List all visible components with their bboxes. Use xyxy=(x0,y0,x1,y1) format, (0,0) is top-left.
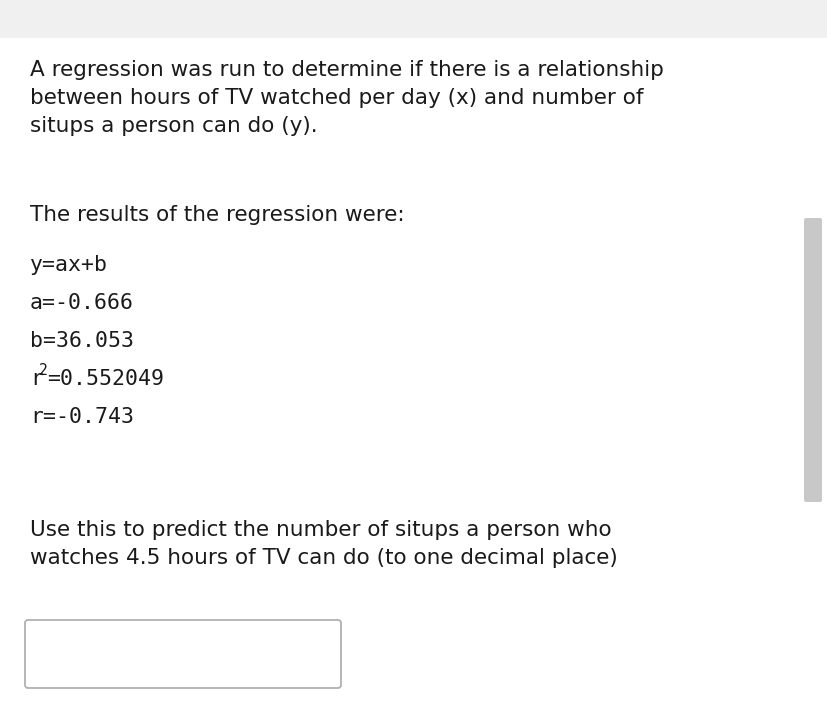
Text: 2: 2 xyxy=(39,363,48,378)
Text: The results of the regression were:: The results of the regression were: xyxy=(30,205,404,225)
Text: r: r xyxy=(30,369,43,389)
Text: a=-0.666: a=-0.666 xyxy=(30,293,134,313)
Text: y=ax+b: y=ax+b xyxy=(30,255,108,275)
Text: r=-0.743: r=-0.743 xyxy=(30,407,134,427)
Bar xyxy=(0,0,827,38)
Text: =0.552049: =0.552049 xyxy=(46,369,164,389)
Text: b=36.053: b=36.053 xyxy=(30,331,134,351)
FancyBboxPatch shape xyxy=(25,620,341,688)
Text: A regression was run to determine if there is a relationship
between hours of TV: A regression was run to determine if the… xyxy=(30,60,663,136)
Text: Use this to predict the number of situps a person who
watches 4.5 hours of TV ca: Use this to predict the number of situps… xyxy=(30,520,617,568)
FancyBboxPatch shape xyxy=(803,218,821,502)
